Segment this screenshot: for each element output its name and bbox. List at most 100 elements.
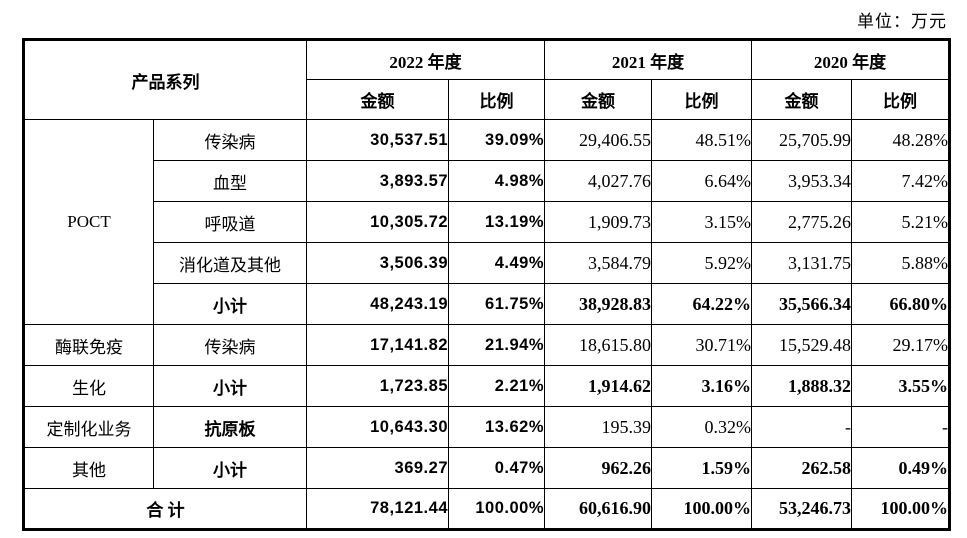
ratio-2022-cell: 100.00% [448,488,545,530]
product-revenue-table: 产品系列 2022 年度 2021 年度 2020 年度 金额 比例 金额 比例… [22,38,951,531]
amount-2020-cell: - [751,406,852,448]
sub-label: 血型 [153,160,307,202]
group-label-biochem: 生化 [23,365,154,407]
group-label-other: 其他 [23,447,154,489]
ratio-2022-cell: 39.09% [448,119,545,161]
amount-2020-cell: 1,888.32 [751,365,852,407]
ratio-2021-cell: 6.64% [651,160,752,202]
ratio-2020-cell: 66.80% [851,283,950,325]
amount-2021-cell: 1,909.73 [544,201,652,243]
sub-label: 小计 [153,283,307,325]
ratio-2020-cell: - [851,406,950,448]
group-label-elisa: 酶联免疫 [23,324,154,366]
ratio-2021-cell: 64.22% [651,283,752,325]
group-label-custom: 定制化业务 [23,406,154,448]
amount-2021-cell: 38,928.83 [544,283,652,325]
amount-2022-cell: 369.27 [306,447,449,489]
amount-2022-cell: 10,305.72 [306,201,449,243]
ratio-2020-cell: 48.28% [851,119,950,161]
amount-2021-cell: 18,615.80 [544,324,652,366]
unit-label: 单位：万元 [857,12,947,31]
amount-2021-cell: 29,406.55 [544,119,652,161]
amount-2021-cell: 195.39 [544,406,652,448]
ratio-2021-cell: 3.16% [651,365,752,407]
amount-2022-cell: 78,121.44 [306,488,449,530]
amount-2020-cell: 25,705.99 [751,119,852,161]
header-ratio-2021: 比例 [651,79,752,120]
ratio-2020-cell: 3.55% [851,365,950,407]
ratio-2020-cell: 5.21% [851,201,950,243]
ratio-2022-cell: 21.94% [448,324,545,366]
ratio-2022-cell: 2.21% [448,365,545,407]
sub-label: 传染病 [153,324,307,366]
amount-2020-cell: 15,529.48 [751,324,852,366]
amount-2022-cell: 1,723.85 [306,365,449,407]
amount-2020-cell: 53,246.73 [751,488,852,530]
header-ratio-2020: 比例 [851,79,950,120]
ratio-2020-cell: 5.88% [851,242,950,284]
header-row-metrics: 金额 比例 金额 比例 金额 比例 [24,79,950,120]
amount-2021-cell: 962.26 [544,447,652,489]
header-year-2020: 2020 年度 [751,39,950,80]
ratio-2021-cell: 3.15% [651,201,752,243]
header-product-series: 产品系列 [23,39,307,120]
ratio-2021-cell: 30.71% [651,324,752,366]
amount-2020-cell: 3,131.75 [751,242,852,284]
sub-label: 小计 [153,365,307,407]
table-row-poct-respiratory: 呼吸道 10,305.72 13.19% 1,909.73 3.15% 2,77… [24,201,950,243]
sub-label: 小计 [153,447,307,489]
table-row-custom-antigen: 定制化业务 抗原板 10,643.30 13.62% 195.39 0.32% … [23,406,950,448]
ratio-2021-cell: 5.92% [651,242,752,284]
amount-2022-cell: 10,643.30 [306,406,449,448]
ratio-2020-cell: 29.17% [851,324,950,366]
header-amount-2020: 金额 [751,79,852,120]
ratio-2020-cell: 0.49% [851,447,950,489]
table-row-grand-total: 合 计 78,121.44 100.00% 60,616.90 100.00% … [23,488,950,530]
amount-2021-cell: 1,914.62 [544,365,652,407]
sub-label: 传染病 [153,119,307,161]
table-row-poct-infectious: POCT 传染病 30,537.51 39.09% 29,406.55 48.5… [23,119,950,325]
ratio-2021-cell: 1.59% [651,447,752,489]
sub-label: 呼吸道 [153,201,307,243]
group-label-poct: POCT [23,119,154,325]
ratio-2020-cell: 7.42% [851,160,950,202]
ratio-2020-cell: 100.00% [851,488,950,530]
amount-2021-cell: 60,616.90 [544,488,652,530]
table-row-biochem-subtotal: 生化 小计 1,723.85 2.21% 1,914.62 3.16% 1,88… [23,365,950,407]
amount-2020-cell: 3,953.34 [751,160,852,202]
header-year-2021: 2021 年度 [544,39,752,80]
amount-2020-cell: 2,775.26 [751,201,852,243]
ratio-2022-cell: 0.47% [448,447,545,489]
amount-2022-cell: 17,141.82 [306,324,449,366]
table-row-other-subtotal: 其他 小计 369.27 0.47% 962.26 1.59% 262.58 0… [23,447,950,489]
ratio-2021-cell: 100.00% [651,488,752,530]
table-row-poct-subtotal: 小计 48,243.19 61.75% 38,928.83 64.22% 35,… [24,283,950,325]
sub-label: 抗原板 [153,406,307,448]
table-row-elisa-infectious: 酶联免疫 传染病 17,141.82 21.94% 18,615.80 30.7… [23,324,950,366]
ratio-2022-cell: 61.75% [448,283,545,325]
ratio-2022-cell: 4.98% [448,160,545,202]
amount-2020-cell: 262.58 [751,447,852,489]
ratio-2021-cell: 0.32% [651,406,752,448]
amount-2022-cell: 3,506.39 [306,242,449,284]
total-label: 合 计 [23,488,307,530]
amount-2020-cell: 35,566.34 [751,283,852,325]
header-row-years: 产品系列 2022 年度 2021 年度 2020 年度 [23,39,950,120]
header-amount-2021: 金额 [544,79,652,120]
amount-2021-cell: 4,027.76 [544,160,652,202]
ratio-2021-cell: 48.51% [651,119,752,161]
sub-label: 消化道及其他 [153,242,307,284]
amount-2022-cell: 48,243.19 [306,283,449,325]
header-year-2022: 2022 年度 [306,39,545,80]
header-amount-2022: 金额 [306,79,449,120]
ratio-2022-cell: 4.49% [448,242,545,284]
ratio-2022-cell: 13.19% [448,201,545,243]
table-row-poct-bloodtype: 血型 3,893.57 4.98% 4,027.76 6.64% 3,953.3… [24,160,950,202]
amount-2022-cell: 30,537.51 [306,119,449,161]
table-row-poct-digestive: 消化道及其他 3,506.39 4.49% 3,584.79 5.92% 3,1… [24,242,950,284]
amount-2021-cell: 3,584.79 [544,242,652,284]
ratio-2022-cell: 13.62% [448,406,545,448]
amount-2022-cell: 3,893.57 [306,160,449,202]
header-ratio-2022: 比例 [448,79,545,120]
